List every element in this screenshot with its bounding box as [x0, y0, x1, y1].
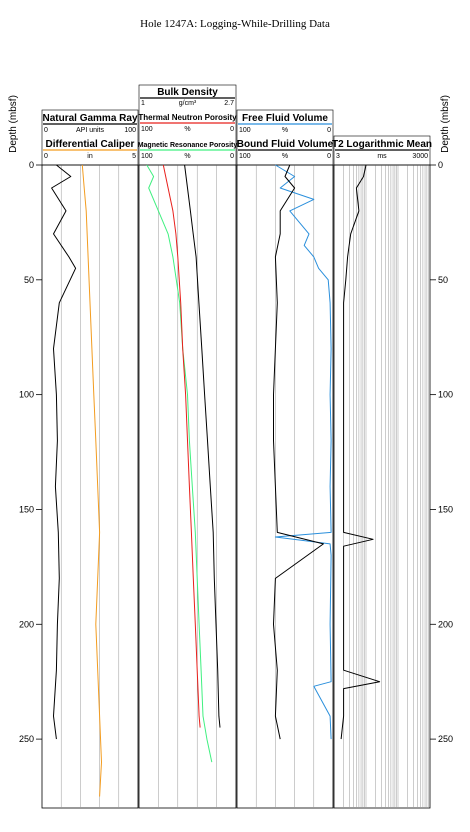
depth-tick-label-right: 250	[438, 734, 453, 744]
track-3-header-2-max: 0	[327, 153, 331, 160]
depth-tick-label-right: 0	[438, 160, 443, 170]
track-3-frame	[236, 164, 334, 809]
track-2-header-3-unit: %	[184, 153, 190, 160]
track-2-header-1-max: 2.7	[224, 100, 234, 107]
track-2-frame	[138, 164, 237, 809]
track-2-header-2-min: 100	[141, 126, 153, 133]
depth-tick-label-left: 100	[19, 390, 34, 400]
depth-tick-label-left: 50	[24, 275, 34, 285]
series-line-4	[162, 164, 201, 728]
track-2-header-1-unit: g/cm³	[179, 100, 197, 107]
track-2-header-3-max: 0	[230, 153, 234, 160]
depth-tick-label-left: 150	[19, 504, 34, 514]
track-2-header-box	[138, 84, 237, 166]
depth-tick-label-right: 100	[438, 390, 453, 400]
depth-tick-label-left: 0	[29, 160, 34, 170]
track-4-header-1-min: 3	[336, 153, 340, 160]
chart-title: Hole 1247A: Logging-While-Drilling Data	[140, 18, 330, 30]
track-4-header-box	[333, 135, 431, 166]
depth-tick-label-right: 50	[438, 275, 448, 285]
track-1-header-1-unit: API units	[76, 127, 105, 134]
track-2-header-1-name: Bulk Density	[157, 87, 218, 98]
depth-axis-label-right: Depth (mbsf)	[440, 95, 451, 153]
track-1-header-1-min: 0	[44, 127, 48, 134]
track-2-header-2-unit: %	[184, 126, 190, 133]
track-1-header-1-name: Natural Gamma Ray	[42, 113, 137, 124]
track-3-header-1-max: 0	[327, 127, 331, 134]
track-3-header-1-unit: %	[282, 127, 288, 134]
series-line-8	[340, 164, 381, 740]
track-2-header-1-min: 1	[141, 100, 145, 107]
track-1-header-2-unit: in	[87, 153, 93, 160]
depth-axis-label-left: Depth (mbsf)	[8, 95, 19, 153]
track-3-header-2-unit: %	[282, 153, 288, 160]
track-3-header-2-min: 100	[239, 153, 251, 160]
series-line-5	[184, 164, 221, 728]
track-1-frame	[41, 164, 139, 809]
track-2-header-3-name: Magnetic Resonance Porosity	[138, 142, 238, 149]
depth-tick-label-left: 250	[19, 734, 34, 744]
series-line-7	[273, 164, 324, 740]
series-line-6	[274, 164, 332, 740]
depth-tick-label-left: 200	[19, 619, 34, 629]
track-3-header-2-name: Bound Fluid Volume	[237, 139, 334, 150]
track-1-header-2-min: 0	[44, 153, 48, 160]
track-1-header-box	[41, 109, 139, 166]
track-4-frame	[333, 164, 431, 809]
series-line-1	[51, 164, 77, 740]
track-2-header-3-min: 100	[141, 153, 153, 160]
track-2-header-2-max: 0	[230, 126, 234, 133]
series-line-3	[146, 164, 213, 763]
track-3-header-1-name: Free Fluid Volume	[242, 113, 328, 124]
track-1-header-2-name: Differential Caliper	[46, 139, 135, 150]
track-4-header-1-max: 3000	[412, 153, 428, 160]
depth-tick-label-right: 200	[438, 619, 453, 629]
track-4-header-1-name: T2 Logarithmic Mean	[332, 139, 432, 150]
depth-tick-label-right: 150	[438, 504, 453, 514]
track-3-header-1-min: 100	[239, 127, 251, 134]
series-line-2	[81, 164, 102, 797]
track-4-header-1-unit: ms	[377, 153, 387, 160]
track-2-header-2-name: Thermal Neutron Porosity	[138, 113, 237, 122]
track-3-header-box	[236, 109, 334, 166]
track-1-header-2-max: 5	[132, 153, 136, 160]
track-1-header-1-max: 100	[124, 127, 136, 134]
